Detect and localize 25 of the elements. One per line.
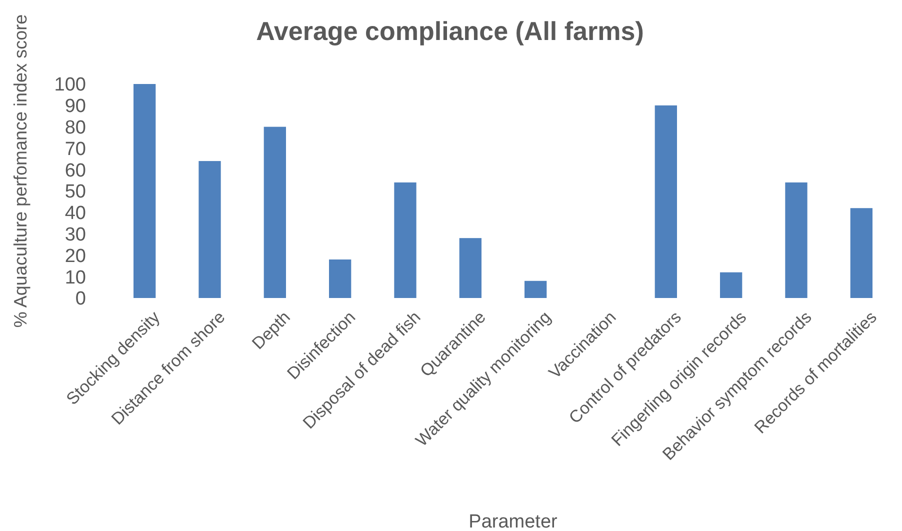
y-tick-label: 40 bbox=[64, 203, 86, 224]
y-tick-label: 90 bbox=[64, 96, 86, 118]
chart-title: Average compliance (All farms) bbox=[256, 16, 644, 46]
bar bbox=[524, 280, 547, 298]
bar bbox=[785, 182, 808, 298]
y-axis-title: % Aquaculture perfomance index score bbox=[10, 14, 30, 328]
bar bbox=[394, 182, 416, 298]
bar bbox=[720, 272, 742, 298]
y-tick-label: 60 bbox=[64, 160, 86, 182]
bar bbox=[850, 208, 872, 298]
y-tick-label: 70 bbox=[64, 138, 86, 160]
bar bbox=[654, 105, 677, 298]
bar bbox=[459, 238, 482, 298]
y-tick-label: 100 bbox=[54, 74, 86, 96]
y-tick-label: 30 bbox=[64, 224, 86, 246]
y-tick-label: 50 bbox=[64, 182, 86, 203]
x-axis-title: Parameter bbox=[468, 512, 558, 531]
y-tick-label: 0 bbox=[75, 288, 86, 310]
bar bbox=[329, 259, 352, 298]
bar bbox=[134, 84, 156, 298]
bar bbox=[264, 126, 286, 298]
y-tick-label: 80 bbox=[64, 117, 86, 138]
y-tick-label: 10 bbox=[64, 267, 86, 288]
y-tick-label: 20 bbox=[64, 246, 86, 267]
bar bbox=[198, 161, 221, 298]
